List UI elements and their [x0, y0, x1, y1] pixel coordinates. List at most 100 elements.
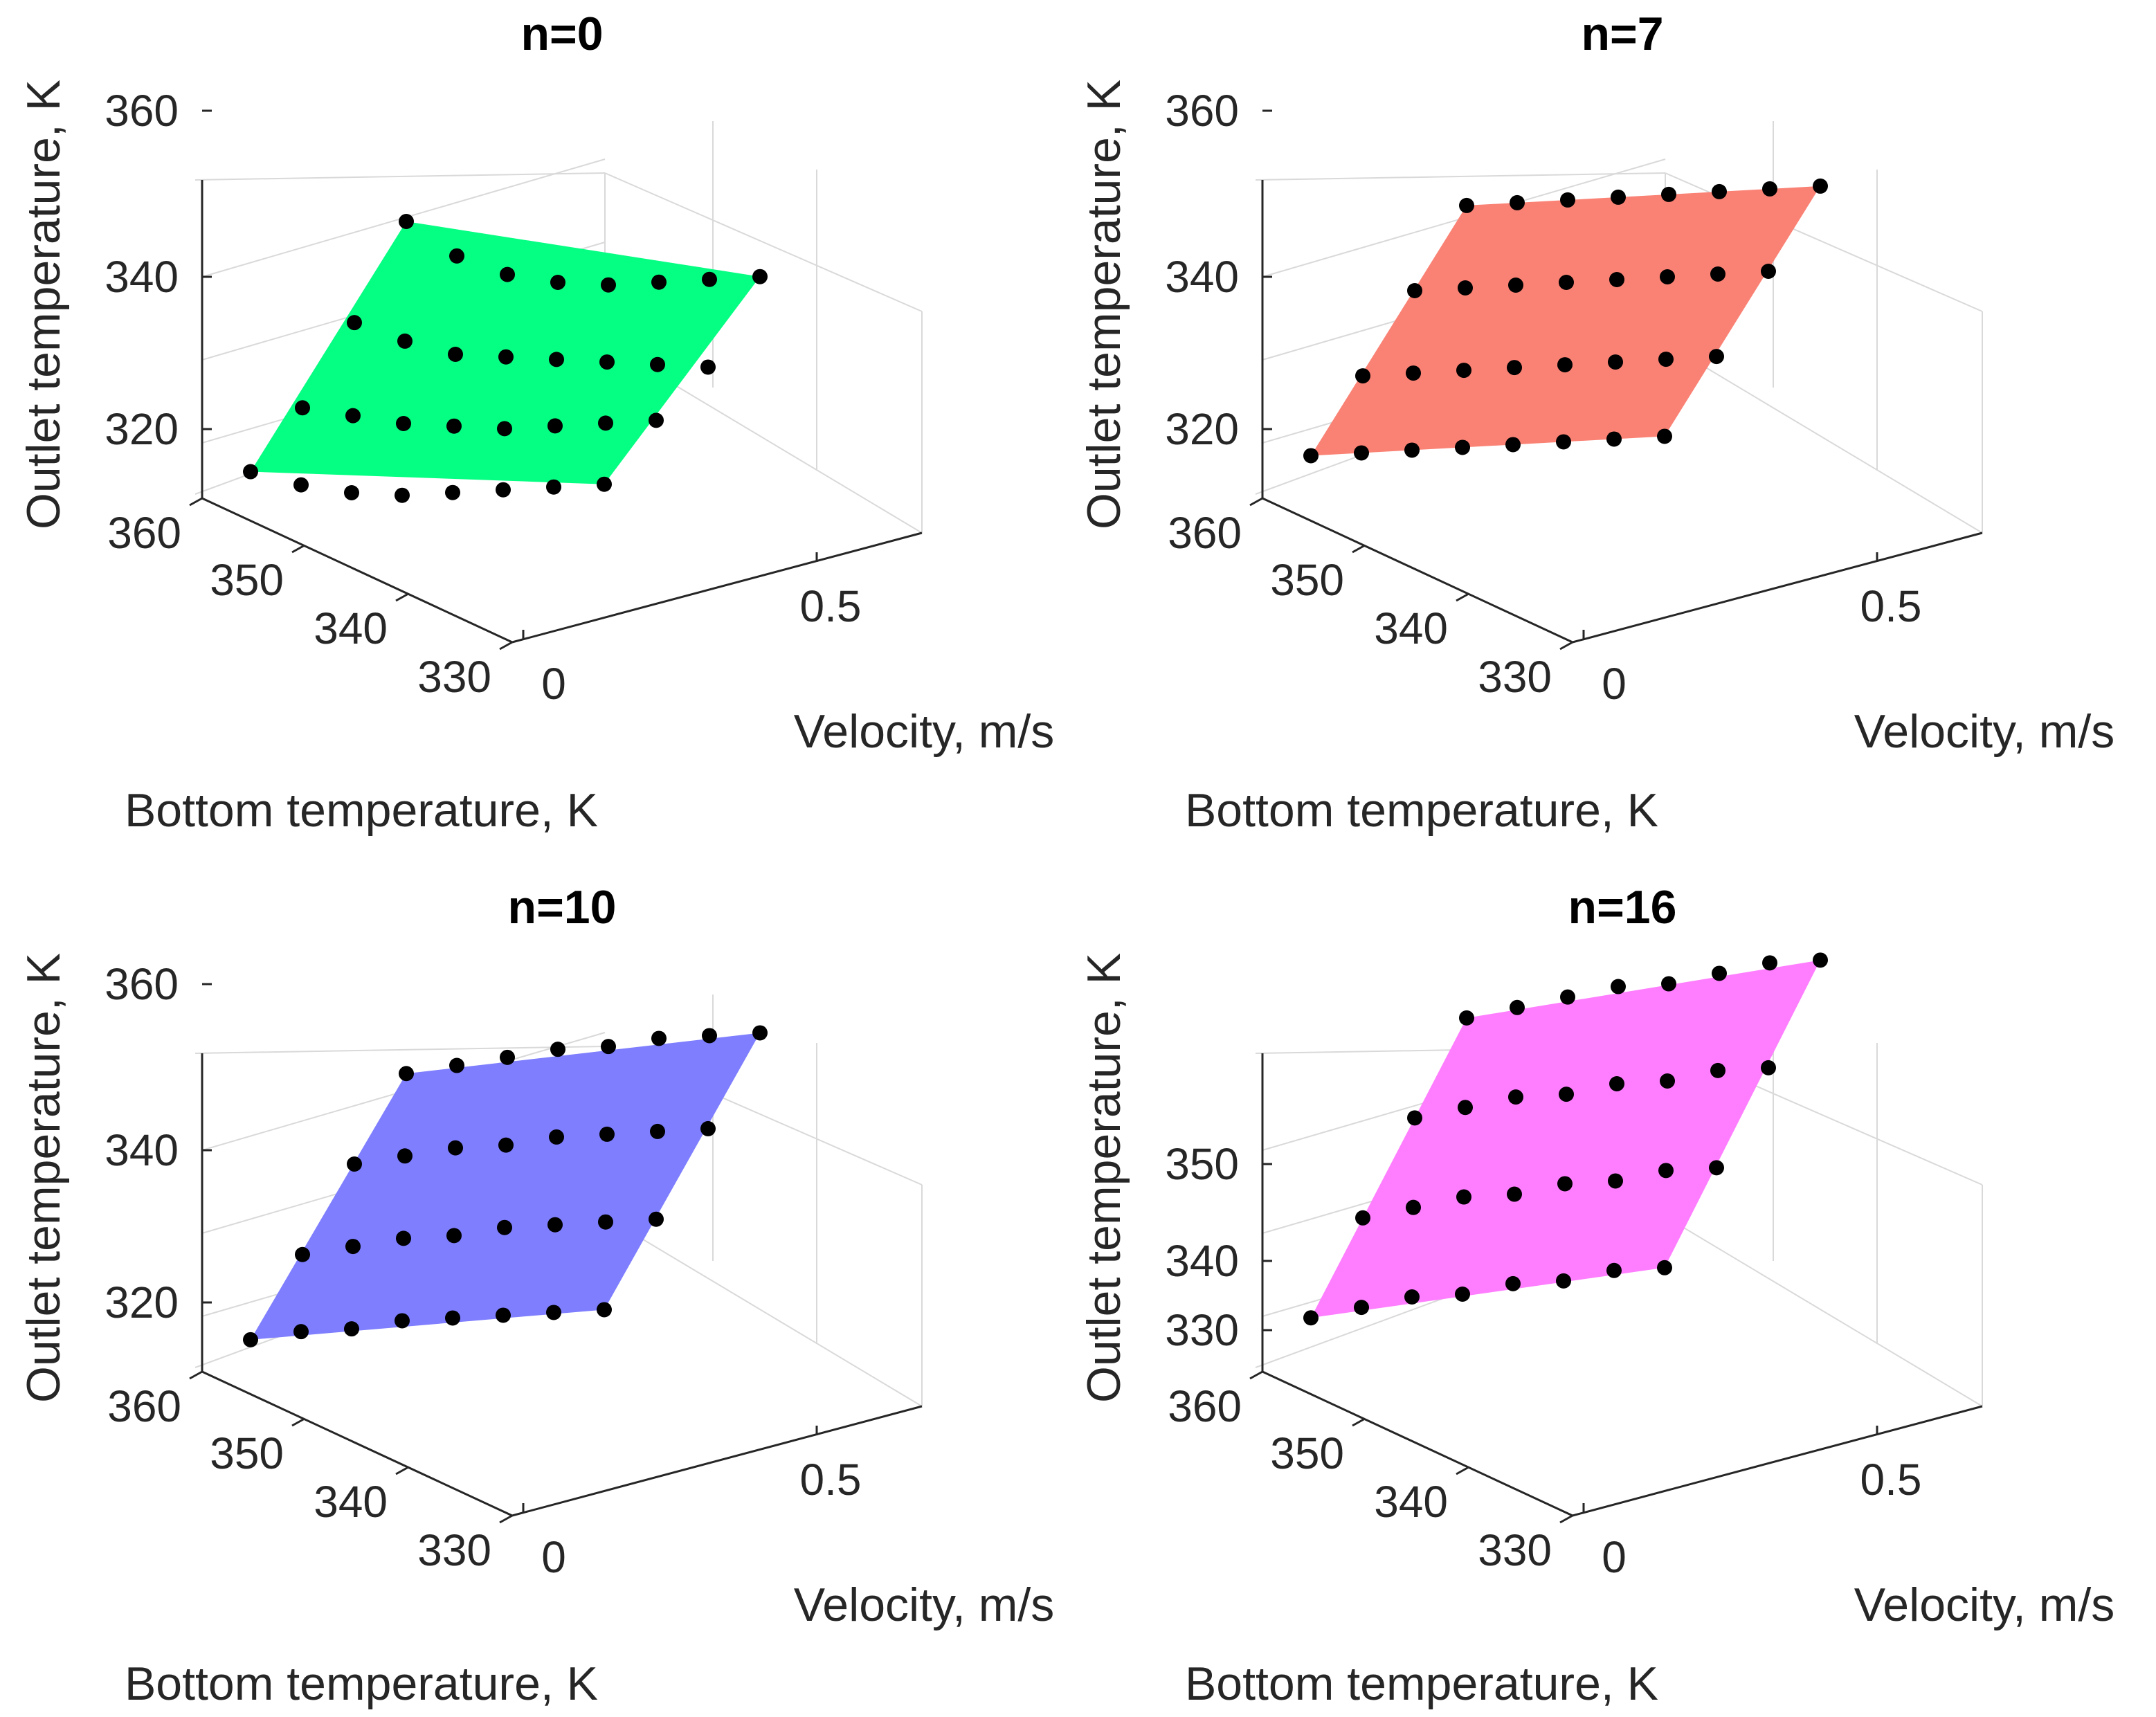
data-point: [598, 415, 613, 431]
y-axis: [1262, 1370, 1573, 1517]
data-point: [1762, 181, 1777, 197]
data-point: [1508, 1089, 1523, 1105]
data-point: [1459, 1010, 1474, 1026]
data-point: [752, 1025, 768, 1041]
data-point: [293, 477, 309, 493]
data-point: [1608, 354, 1623, 370]
grid-line: [1255, 172, 1666, 181]
x-tick-label: 0: [541, 659, 566, 709]
y-tick-mark: [189, 1370, 203, 1380]
data-point: [498, 349, 514, 365]
data-point: [243, 1332, 258, 1347]
x-axis-label: Velocity, m/s: [794, 705, 1055, 758]
data-point: [598, 1214, 613, 1230]
data-point: [599, 354, 615, 370]
data-point: [449, 1057, 464, 1073]
data-point: [1657, 1260, 1672, 1275]
z-axis-label: Outlet temperature, K: [17, 953, 70, 1403]
data-point: [1557, 357, 1573, 373]
data-point: [1510, 194, 1525, 210]
data-point: [1658, 352, 1674, 367]
y-tick-mark: [1559, 1514, 1573, 1524]
z-tick-label: 360: [105, 86, 179, 136]
surface: [1311, 185, 1820, 456]
subplot-title: n=10: [508, 881, 617, 934]
y-tick-label: 350: [1270, 1428, 1344, 1478]
data-point: [496, 482, 511, 498]
y-axis-label: Bottom temperature, K: [125, 1657, 598, 1710]
data-point: [1606, 431, 1622, 447]
y-axis: [201, 1370, 513, 1517]
data-point: [347, 1156, 362, 1172]
data-point: [752, 269, 768, 284]
data-point: [397, 333, 413, 349]
y-tick-mark: [291, 544, 305, 554]
data-point: [345, 408, 361, 424]
data-point: [1507, 360, 1522, 376]
x-axis-label: Velocity, m/s: [1854, 1579, 2115, 1631]
data-point: [1455, 439, 1470, 455]
y-tick-mark: [1456, 1466, 1469, 1475]
z-tick-label: 320: [105, 1278, 179, 1327]
data-point: [651, 1030, 667, 1046]
z-tick-label: 320: [105, 404, 179, 454]
data-point: [1660, 269, 1675, 284]
data-point: [1355, 1210, 1370, 1226]
y-tick-mark: [395, 592, 409, 602]
grid-line: [1665, 343, 1983, 534]
grid-line: [1665, 1216, 1983, 1407]
data-point: [601, 277, 616, 293]
data-point: [295, 400, 310, 416]
data-point: [1761, 1060, 1776, 1075]
data-point: [395, 1313, 410, 1329]
data-point: [347, 315, 362, 331]
z-tick-label: 340: [105, 1125, 179, 1175]
y-tick-mark: [189, 497, 203, 507]
y-tick-label: 350: [1270, 555, 1344, 605]
data-point: [1557, 1176, 1573, 1192]
y-tick-mark: [1559, 641, 1573, 651]
data-point: [700, 359, 716, 375]
data-point: [399, 214, 414, 229]
data-point: [448, 1140, 463, 1156]
data-point: [549, 352, 564, 367]
grid-line: [194, 172, 606, 181]
data-point: [395, 487, 410, 503]
data-point: [1508, 278, 1523, 293]
y-axis-label: Bottom temperature, K: [1185, 784, 1658, 837]
data-point: [1657, 428, 1672, 444]
data-point: [1510, 999, 1525, 1015]
data-point: [1609, 272, 1624, 287]
y-tick-mark: [1249, 497, 1263, 507]
data-point: [1406, 365, 1421, 381]
x-axis: [511, 1405, 923, 1517]
data-point: [399, 1066, 414, 1082]
data-point: [344, 485, 359, 500]
data-point: [649, 412, 664, 428]
y-tick-label: 340: [314, 1477, 388, 1527]
data-point: [1661, 976, 1676, 992]
data-point: [243, 464, 258, 480]
x-axis: [1572, 1405, 1983, 1517]
data-point: [1303, 1310, 1319, 1326]
data-point: [295, 1246, 310, 1262]
data-point: [497, 1219, 512, 1235]
surface: [1311, 960, 1820, 1318]
data-point: [1608, 1173, 1623, 1189]
data-point: [446, 1228, 462, 1244]
z-tick-label: 360: [105, 959, 179, 1009]
data-point: [700, 1120, 716, 1136]
data-point: [549, 1129, 564, 1145]
data-point: [448, 347, 463, 362]
data-point: [1560, 192, 1575, 208]
y-tick-label: 360: [107, 1381, 181, 1431]
z-tick-label: 340: [1165, 1236, 1239, 1286]
y-tick-mark: [1249, 1370, 1263, 1380]
data-point: [1355, 368, 1370, 384]
data-point: [445, 484, 460, 500]
z-tick-label: 330: [1165, 1305, 1239, 1355]
y-tick-mark: [1456, 592, 1469, 602]
data-point: [1762, 955, 1777, 971]
data-point: [599, 1126, 615, 1142]
x-axis: [511, 532, 923, 644]
